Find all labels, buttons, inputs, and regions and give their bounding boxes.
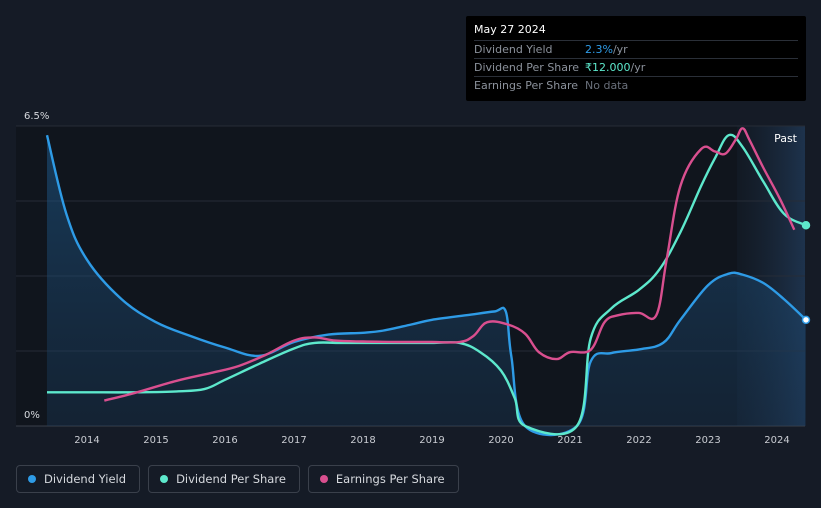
legend-item-dividend-yield[interactable]: Dividend Yield (16, 465, 141, 493)
tooltip-row-earnings-per-share: Earnings Per Share No data (474, 76, 798, 94)
tooltip-value: No data (585, 79, 629, 92)
tooltip-value: 2.3% (585, 43, 613, 56)
legend-dot-icon (319, 475, 328, 483)
tooltip-unit: /yr (612, 43, 628, 56)
tooltip-label: Dividend Yield (474, 43, 553, 56)
tooltip: May 27 2024 Dividend Yield 2.3% /yr Divi… (466, 16, 806, 101)
x-tick-label: 2024 (764, 435, 789, 446)
x-tick-label: 2021 (557, 435, 582, 446)
tooltip-date: May 27 2024 (474, 23, 546, 36)
x-tick-label: 2015 (143, 435, 168, 446)
x-tick-label: 2018 (350, 435, 375, 446)
y-axis-top-label: 6.5% (24, 111, 49, 122)
x-tick-label: 2016 (212, 435, 237, 446)
x-tick-label: 2014 (74, 435, 99, 446)
tooltip-row-dividend-yield: Dividend Yield 2.3% /yr (474, 40, 798, 58)
tooltip-label: Dividend Per Share (474, 61, 580, 74)
legend: Dividend Yield Dividend Per Share Earnin… (16, 465, 459, 493)
legend-item-dividend-per-share[interactable]: Dividend Per Share (148, 465, 300, 493)
series-line-dividend-yield (45, 134, 807, 437)
series-line-earnings-per-share (104, 127, 796, 402)
legend-item-earnings-per-share[interactable]: Earnings Per Share (307, 465, 459, 493)
dividend-yield-area (46, 135, 807, 436)
x-tick-label: 2019 (419, 435, 444, 446)
tooltip-row-dividend-per-share: Dividend Per Share ₹12.000 /yr (474, 58, 798, 76)
legend-label: Dividend Yield (44, 472, 127, 486)
past-label: Past (774, 132, 798, 145)
x-tick-label: 2017 (281, 435, 306, 446)
series-line-dividend-per-share (46, 133, 807, 436)
end-marker (801, 220, 811, 230)
x-tick-label: 2023 (695, 435, 720, 446)
legend-dot-icon (160, 475, 169, 483)
tooltip-value: ₹12.000 (585, 61, 631, 74)
x-tick-label: 2020 (488, 435, 513, 446)
legend-label: Dividend Per Share (176, 472, 286, 486)
tooltip-label: Earnings Per Share (474, 79, 579, 92)
tooltip-unit: /yr (630, 61, 646, 74)
legend-label: Earnings Per Share (335, 472, 445, 486)
y-axis-bottom-label: 0% (24, 410, 40, 421)
x-tick-label: 2022 (626, 435, 651, 446)
end-marker (801, 315, 811, 325)
legend-dot-icon (28, 475, 36, 483)
